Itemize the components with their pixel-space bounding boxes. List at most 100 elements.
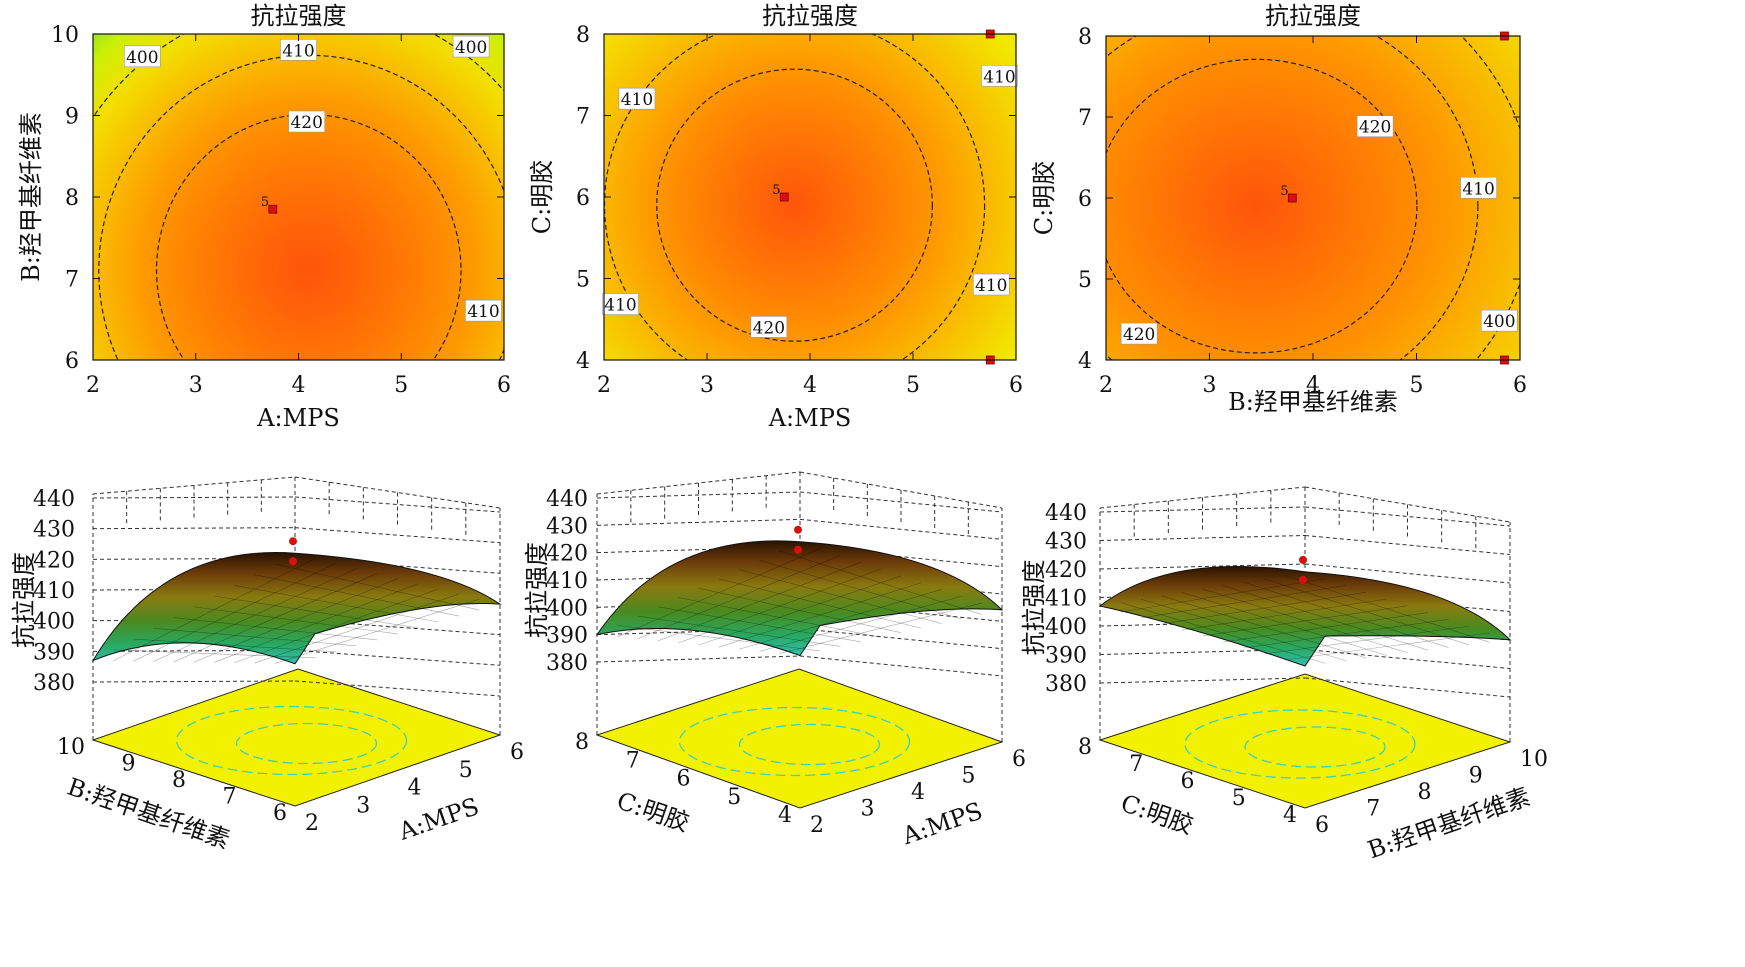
response-surface	[1098, 565, 1512, 667]
chart-title: 抗拉强度	[1265, 2, 1361, 30]
z-tick-label: 390	[546, 624, 588, 649]
z-tick-label: 420	[33, 548, 75, 573]
x-axis-label: A:MPS	[256, 404, 340, 432]
right-axis-tick: 4	[408, 776, 422, 801]
left-axis-tick: 10	[57, 735, 85, 760]
surface-mesh	[113, 558, 480, 664]
contour-label-420: 420	[1356, 115, 1394, 138]
x-tick-label: 2	[597, 373, 611, 398]
left-axis-tick: 7	[1129, 752, 1143, 777]
contour-label-410: 410	[602, 293, 639, 316]
contour-label-420: 420	[750, 316, 788, 338]
contour-label-410: 410	[280, 38, 317, 61]
y-tick-label: 5	[576, 268, 590, 293]
x-tick-label: 3	[1203, 373, 1217, 398]
x-axis-label: B:羟甲基纤维素	[1228, 388, 1398, 416]
right-axis-tick: 5	[459, 758, 473, 783]
y-tick-label: 6	[65, 349, 79, 374]
right-axis-tick: 4	[911, 780, 925, 805]
right-axis-tick: 9	[1469, 764, 1483, 789]
right-axis-tick: 5	[962, 764, 976, 789]
left-axis-tick: 5	[727, 785, 741, 810]
z-tick-label: 380	[33, 671, 75, 696]
right-axis-tick: 2	[305, 811, 319, 836]
contour-line-420	[1106, 58, 1418, 354]
contour-label-400: 400	[452, 35, 490, 58]
contour-label-text: 410	[1462, 179, 1494, 199]
contour-panel-3: 400 410 420 420 5 2 3 4 5 6 4 5 6 7 8 抗拉强度 B:羟甲基纤维素 C:明胶	[1030, 2, 1527, 416]
contour-lines	[1106, 36, 1520, 360]
contour-label-text: 410	[282, 41, 314, 61]
response-surface	[91, 552, 502, 665]
y-tick-label: 8	[576, 23, 590, 48]
design-point	[1299, 575, 1307, 584]
right-axis-tick: 6	[1012, 747, 1026, 772]
contour-line-410	[1106, 36, 1479, 360]
z-tick-label: 410	[1045, 587, 1087, 612]
left-axis-tick: 6	[1181, 769, 1195, 794]
right-axis-label: B:羟甲基纤维素	[1364, 783, 1534, 865]
left-axis-tick: 6	[677, 767, 691, 792]
floor-plane	[91, 668, 502, 807]
y-tick-label: 6	[1078, 187, 1092, 212]
floor-contour	[175, 705, 408, 776]
left-axis-tick: 5	[1232, 786, 1246, 811]
y-tick-label: 9	[65, 105, 79, 130]
left-axis-label: C:明胶	[613, 787, 693, 838]
y-tick-label: 7	[576, 105, 590, 130]
contour-label-text: 410	[604, 296, 636, 316]
floor-plane	[595, 668, 1004, 809]
right-axis-tick: 2	[810, 813, 824, 838]
z-axis-label: 抗拉强度	[523, 542, 551, 638]
right-axis-tick: 3	[356, 793, 370, 818]
design-point	[1287, 193, 1297, 203]
floor-contour	[1184, 709, 1416, 779]
heatmap-fill	[1106, 36, 1520, 360]
x-tick-label: 2	[1099, 373, 1113, 398]
x-tick-label: 3	[700, 373, 714, 398]
left-axis-tick: 6	[273, 801, 287, 826]
right-axis-tick: 7	[1366, 797, 1380, 822]
y-tick-label: 4	[576, 349, 590, 374]
surface-mesh	[617, 548, 982, 654]
contour-label-text: 400	[1483, 312, 1515, 332]
x-tick-label: 6	[1009, 373, 1023, 398]
design-point	[794, 545, 802, 554]
right-axis-tick: 8	[1418, 780, 1432, 805]
z-tick-label: 380	[546, 651, 588, 676]
left-axis-tick: 8	[575, 730, 589, 755]
contour-line-420	[155, 113, 462, 360]
contour-label-text: 410	[975, 276, 1007, 296]
z-tick-label: 400	[1045, 615, 1087, 640]
left-axis-tick: 7	[626, 748, 640, 773]
z-tick-label: 430	[33, 518, 75, 543]
y-axis-label: C:明胶	[1030, 161, 1058, 235]
z-tick-label: 380	[1045, 672, 1087, 697]
y-tick-label: 7	[1078, 106, 1092, 131]
x-tick-label: 6	[497, 373, 511, 398]
z-tick-label: 420	[546, 542, 588, 567]
design-point	[268, 204, 278, 214]
y-tick-label: 8	[65, 186, 79, 211]
left-axis-tick: 9	[122, 752, 136, 777]
y-tick-label: 7	[65, 268, 79, 293]
z-axis-label: 抗拉强度	[10, 552, 38, 648]
left-axis-tick: 8	[1078, 735, 1092, 760]
contour-label-text: 410	[467, 302, 499, 322]
chart-title: 抗拉强度	[762, 2, 858, 30]
left-axis-tick: 7	[223, 785, 237, 810]
z-tick-label: 440	[33, 487, 75, 512]
chart-title: 抗拉强度	[251, 2, 347, 30]
y-axis-label: C:明胶	[528, 160, 556, 234]
contour-label-text: 420	[1123, 325, 1155, 345]
left-axis-tick: 8	[172, 768, 186, 793]
z-tick-label: 410	[546, 569, 588, 594]
z-tick-label: 390	[33, 640, 75, 665]
left-axis-label: B:羟甲基纤维素	[64, 773, 234, 855]
heatmap-fill	[93, 34, 504, 360]
x-tick-label: 6	[1513, 373, 1527, 398]
x-tick-label: 4	[1306, 373, 1320, 398]
